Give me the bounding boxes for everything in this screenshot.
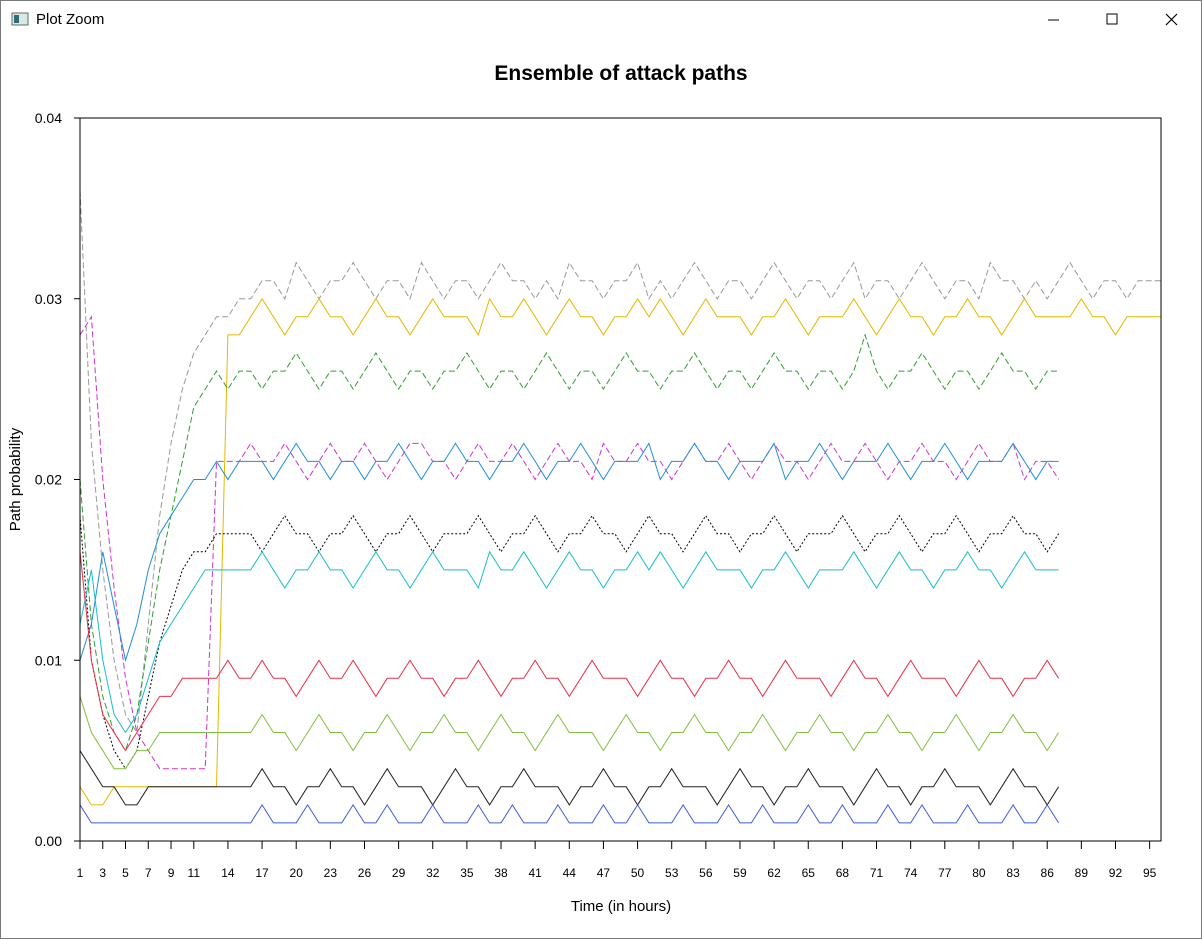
series-line	[79, 750, 1060, 806]
x-tick-label: 56	[699, 866, 713, 880]
x-tick-label: 23	[324, 866, 338, 880]
x-tick-label: 65	[802, 866, 816, 880]
app-icon-part	[14, 15, 19, 23]
x-tick-label: 68	[836, 866, 850, 880]
x-tick-label: 38	[494, 866, 508, 880]
title-bar-icons	[11, 12, 1178, 26]
x-tick-label: 17	[255, 866, 269, 880]
series-line	[79, 696, 1060, 770]
y-axis-label: Path probability	[7, 427, 24, 531]
window-title: Plot Zoom	[36, 11, 105, 28]
x-tick-label: 11	[188, 866, 201, 880]
plot-lines	[79, 190, 1161, 824]
x-axis-label: Time (in hours)	[571, 898, 671, 915]
chart: Ensemble of attack paths Time (in hours) P…	[7, 62, 1162, 915]
x-tick-label: 83	[1006, 866, 1020, 880]
x-tick-label: 3	[99, 866, 106, 880]
x-tick-label: 32	[426, 866, 440, 880]
x-tick-label: 59	[733, 866, 747, 880]
x-tick-label: 7	[145, 866, 152, 880]
plot-frame	[79, 117, 1162, 842]
x-tick-label: 62	[767, 866, 781, 880]
x-tick-label: 41	[528, 866, 542, 880]
x-tick-label: 44	[563, 866, 577, 880]
x-tick-label: 89	[1075, 866, 1089, 880]
x-tick-label: 47	[597, 866, 611, 880]
series-line	[79, 514, 1060, 770]
series-line	[79, 551, 1060, 752]
y-tick-label: 0.04	[35, 110, 62, 126]
x-tick-label: 71	[870, 866, 884, 880]
series-line	[79, 550, 1059, 734]
y-tick-label: 0.02	[35, 472, 62, 488]
y-tick-label: 0.00	[35, 833, 62, 849]
x-tick-label: 5	[122, 866, 129, 880]
series-line	[79, 297, 1161, 806]
x-tick-label: 80	[972, 866, 986, 880]
x-tick-label: 95	[1143, 866, 1157, 880]
x-tick-label: 1	[77, 866, 84, 880]
x-tick-label: 9	[168, 866, 175, 880]
chart-title: Ensemble of attack paths	[494, 62, 747, 85]
close-button[interactable]	[1165, 13, 1178, 26]
series-line	[79, 442, 1059, 663]
x-tick-label: 20	[290, 866, 304, 880]
x-tick-label: 26	[358, 866, 372, 880]
x-tick-label: 14	[221, 866, 235, 880]
x-tick-label: 74	[904, 866, 918, 880]
x-tick-label: 29	[392, 866, 406, 880]
x-tick-label: 92	[1109, 866, 1123, 880]
x-tick-label: 86	[1041, 866, 1055, 880]
x-tick-label: 53	[665, 866, 679, 880]
title-bar: Plot Zoom	[1, 1, 1201, 37]
series-line	[79, 803, 1060, 824]
y-tick-label: 0.01	[35, 652, 62, 668]
maximize-button[interactable]	[1106, 13, 1118, 25]
series-line	[79, 333, 1059, 752]
x-tick-label: 77	[938, 866, 952, 880]
x-tick-label: 35	[460, 866, 474, 880]
x-tick-label: 50	[631, 866, 645, 880]
series-line	[79, 190, 1161, 734]
y-tick-label: 0.03	[35, 291, 62, 307]
